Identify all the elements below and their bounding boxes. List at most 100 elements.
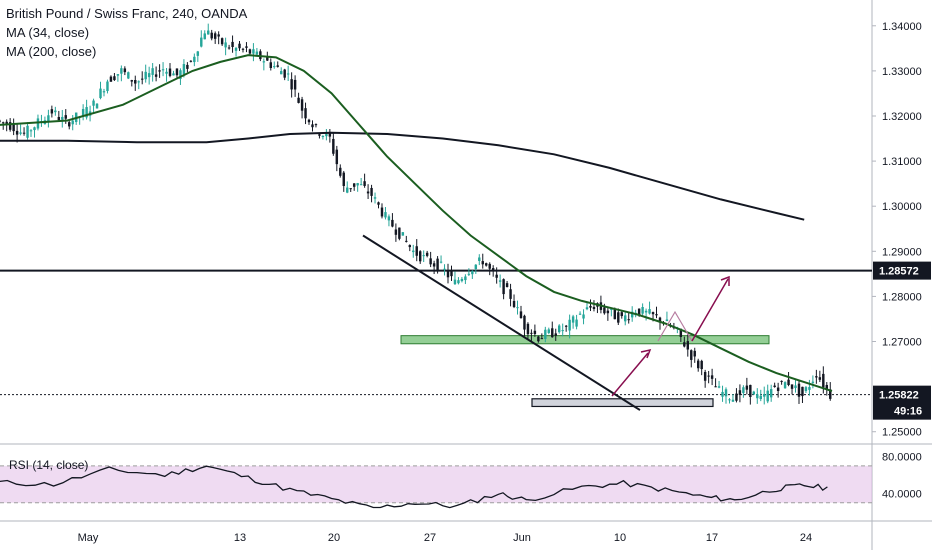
x-tick-label: 24 (800, 532, 812, 544)
candle-body (304, 108, 307, 119)
candle-body (29, 130, 33, 132)
candle-body (780, 380, 783, 382)
candle-body (728, 399, 731, 401)
candle-body (161, 69, 165, 71)
candle-body (769, 389, 773, 398)
candle-body (325, 132, 328, 137)
candle-body (356, 183, 359, 186)
candle-body (36, 118, 40, 129)
candle-body (460, 278, 464, 282)
candle-body (540, 338, 544, 340)
candle-body (415, 246, 418, 256)
candle-body (189, 60, 193, 62)
candle-body (144, 71, 147, 80)
x-tick-label: 27 (424, 532, 436, 544)
candle-body (224, 42, 227, 48)
candle-body (196, 51, 200, 56)
candle-body (318, 134, 321, 136)
candle-body (478, 257, 481, 262)
candle-body (293, 79, 297, 90)
candle-body (735, 393, 738, 401)
candle-body (300, 99, 304, 111)
candle-body (801, 386, 804, 397)
y-tick-label: 1.31000 (882, 156, 922, 168)
candle-body (717, 386, 721, 388)
bar-countdown-label: 49:16 (894, 406, 922, 418)
candle-body (703, 371, 707, 381)
candle-body (154, 74, 158, 77)
rsi-legend[interactable]: RSI (14, close) (9, 458, 89, 472)
rsi-tick-label: 40.0000 (882, 489, 922, 501)
candle-body (113, 76, 116, 81)
candle-body (738, 390, 742, 395)
candle-body (273, 66, 276, 68)
last-price-label: 1.25822 (879, 390, 919, 402)
candle-body (693, 350, 696, 357)
candle-body (57, 116, 61, 121)
candle-body (766, 390, 769, 402)
candle-body (721, 391, 724, 397)
candle-body (217, 34, 220, 37)
candle-body (54, 110, 57, 113)
candle-body (248, 49, 252, 54)
candle-body (491, 268, 495, 272)
candle-body (286, 73, 290, 75)
candle-body (606, 310, 610, 314)
candle-body (589, 305, 592, 308)
candle-body (651, 312, 655, 315)
candle-body (352, 183, 356, 187)
candle-body (613, 308, 617, 320)
candle-body (8, 122, 12, 130)
candle-body (790, 384, 794, 389)
candle-body (130, 80, 134, 82)
rsi-tick-label: 80.0000 (882, 452, 922, 464)
ma-200-legend[interactable]: MA (200, close) (6, 44, 97, 59)
candle-body (5, 121, 8, 125)
candle-body (756, 394, 759, 399)
candle-body (349, 188, 352, 190)
candle-body (498, 280, 502, 282)
candle-body (213, 33, 217, 39)
candle-body (526, 323, 530, 335)
candle-body (648, 309, 651, 314)
candle-body (696, 360, 700, 369)
candle-body (311, 124, 314, 128)
candle-body (203, 33, 206, 40)
candle-body (742, 387, 745, 393)
candle-body (81, 108, 85, 117)
candle-body (380, 207, 384, 217)
candle-body (200, 37, 203, 47)
candle-body (384, 212, 387, 218)
candle-body (557, 325, 561, 333)
candle-body (140, 78, 144, 80)
candle-body (429, 258, 432, 265)
chart-title: British Pound / Swiss Franc, 240, OANDA (6, 6, 248, 21)
candle-body (422, 255, 425, 257)
candle-body (370, 187, 373, 196)
candle-body (630, 311, 634, 318)
candle-body (707, 375, 710, 377)
candle-body (425, 252, 429, 256)
candle-body (391, 219, 394, 227)
candle-body (92, 100, 95, 106)
candle-body (207, 30, 210, 35)
candle-body (627, 319, 630, 321)
candle-body (471, 270, 474, 275)
candle-body (763, 394, 766, 397)
candle-body (759, 395, 762, 400)
candle-body (394, 229, 398, 235)
candle-body (620, 312, 623, 317)
candle-body (679, 328, 683, 337)
arrow-head-2 (720, 275, 730, 286)
candle-body (568, 319, 571, 331)
candle-body (109, 76, 113, 82)
x-tick-label: 13 (234, 532, 246, 544)
level-price-label: 1.28572 (879, 266, 919, 278)
candle-body (530, 332, 533, 334)
ma-34-legend[interactable]: MA (34, close) (6, 25, 90, 40)
candle-body (387, 216, 391, 221)
candle-body (561, 330, 564, 332)
arrow-head-1 (640, 348, 652, 359)
candle-body (637, 308, 641, 316)
